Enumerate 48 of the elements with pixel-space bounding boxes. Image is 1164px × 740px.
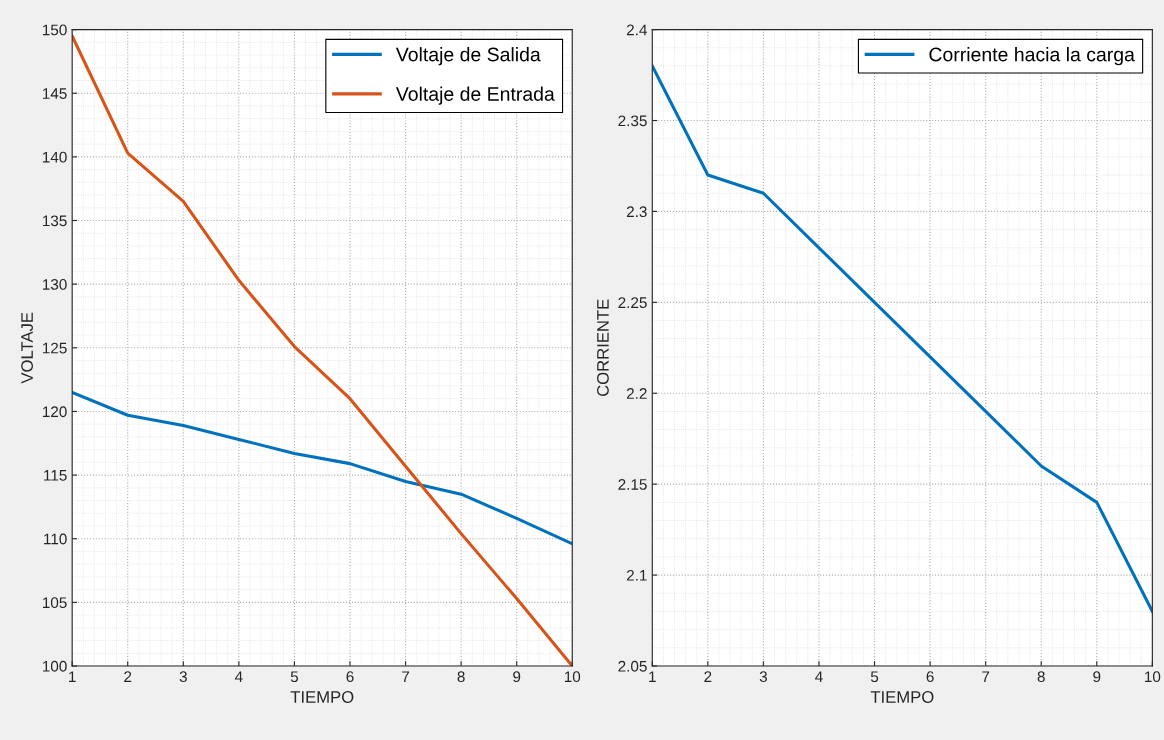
y-tick-label: 2.15 <box>618 479 647 490</box>
x-axis-title: TIEMPO <box>290 691 354 703</box>
y-tick-label: 110 <box>44 533 67 545</box>
x-tick-label: 7 <box>982 671 990 682</box>
legend-label: Voltaje de Salida <box>395 47 541 66</box>
y-tick-label: 2.25 <box>618 297 647 309</box>
x-axis-title: TIEMPO <box>870 691 934 703</box>
x-tick-label: 1 <box>649 671 656 682</box>
x-tick-label: 9 <box>1093 671 1101 683</box>
x-tick-label: 8 <box>1037 671 1045 683</box>
y-tick-label: 2.1 <box>626 569 647 581</box>
y-tick-label: 100 <box>42 660 67 672</box>
y-tick-label: 125 <box>42 342 67 354</box>
y-tick-label: 2.35 <box>618 115 647 127</box>
x-tick-label: 6 <box>346 671 354 683</box>
x-tick-label: 9 <box>513 671 521 683</box>
x-tick-label: 10 <box>564 671 581 683</box>
line-series <box>72 390 573 546</box>
y-tick-label: 140 <box>42 151 67 163</box>
x-tick-label: 5 <box>870 671 879 683</box>
y-tick-label: 2.2 <box>626 388 647 399</box>
y-tick-label: 105 <box>42 597 67 609</box>
x-tick-label: 7 <box>402 671 410 682</box>
y-axis-title: CORRIENTE <box>597 299 609 397</box>
x-tick-label: 8 <box>457 671 465 683</box>
y-tick-label: 145 <box>42 88 67 99</box>
y-axis-title: VOLTAJE <box>21 312 33 384</box>
y-tick-label: 150 <box>42 24 67 36</box>
x-tick-label: 4 <box>234 671 243 682</box>
x-tick-label: 3 <box>179 671 187 683</box>
x-tick-label: 2 <box>124 671 132 682</box>
y-tick-label: 2.05 <box>618 660 647 672</box>
x-tick-label: 4 <box>815 671 823 682</box>
x-tick-label: 5 <box>290 671 299 683</box>
legend-label: Voltaje de Entrada <box>395 86 555 105</box>
y-tick-label: 135 <box>42 215 67 227</box>
legend-label: Corriente hacia la carga <box>929 47 1135 66</box>
x-tick-label: 2 <box>704 671 712 682</box>
y-tick-label: 2.3 <box>626 206 647 218</box>
x-tick-label: 3 <box>759 671 767 683</box>
y-tick-label: 115 <box>44 470 67 481</box>
x-tick-label: 6 <box>926 671 934 683</box>
x-tick-label: 10 <box>1145 671 1161 683</box>
y-tick-label: 130 <box>42 279 67 290</box>
line-series <box>652 64 1153 613</box>
x-tick-label: 1 <box>69 671 76 682</box>
y-tick-label: 120 <box>42 406 67 418</box>
y-tick-label: 2.4 <box>626 24 647 36</box>
